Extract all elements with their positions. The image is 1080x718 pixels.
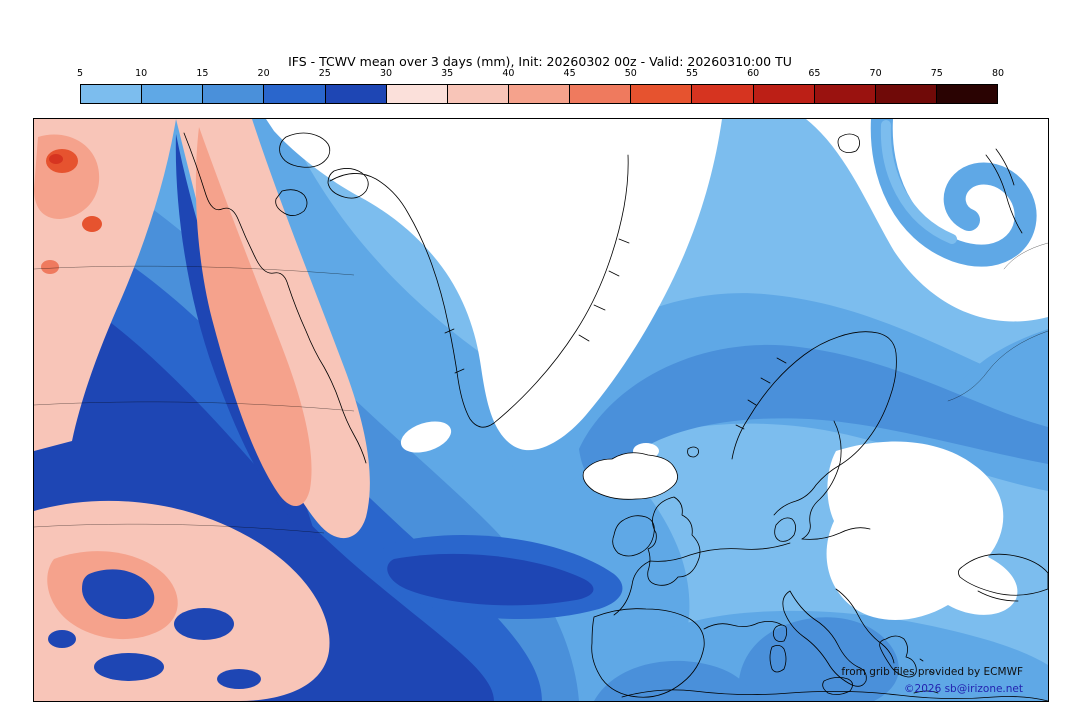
colorbar-segment — [447, 85, 509, 103]
colorbar-tick-label: 20 — [257, 68, 270, 79]
page-title: IFS - TCWV mean over 3 days (mm), Init: … — [288, 54, 792, 69]
colorbar-tick-label: 25 — [318, 68, 331, 79]
colorbar-tick-labels: 5 10 15 20 25 30 35 40 45 50 55 60 65 70 75 80 — [76, 68, 1004, 81]
colorbar-segment — [508, 85, 571, 103]
colorbar — [80, 84, 998, 104]
colorbar-segment — [570, 85, 632, 103]
attribution-copyright: ©2026 sb@irizone.net — [904, 682, 1023, 695]
colorbar-segment — [386, 85, 448, 103]
colorbar-tick-label: 40 — [502, 68, 515, 79]
colorbar-tick-label: 80 — [991, 68, 1005, 79]
colorbar-segment — [875, 85, 937, 103]
colorbar-segment — [325, 85, 387, 103]
high-moisture-pink-zones — [34, 119, 370, 701]
colorbar-tick-label: 60 — [747, 68, 760, 79]
colorbar-tick-label: 10 — [135, 68, 148, 79]
moisture-swirl — [870, 119, 1037, 267]
coastlines — [183, 132, 1048, 701]
colorbar-segment — [936, 85, 998, 103]
colorbar-segment — [631, 85, 693, 103]
colorbar-tick-label: 15 — [196, 68, 209, 79]
colorbar-tick-label: 70 — [869, 68, 882, 79]
colorbar-segment — [142, 85, 204, 103]
colorbar-tick-label: 45 — [563, 68, 576, 79]
colorbar-tick-label: 50 — [624, 68, 637, 79]
colorbar-segment — [814, 85, 876, 103]
attribution-source: from grib files provided by ECMWF — [841, 666, 1023, 679]
colorbar-scale — [80, 84, 998, 104]
arctic-greenland-white — [266, 119, 722, 451]
latitude-lines — [34, 265, 355, 534]
colorbar-tick-label: 75 — [930, 68, 943, 79]
colorbar-tick-label: 30 — [379, 68, 393, 79]
colorbar-segment — [81, 85, 143, 103]
map-frame: from grib files provided by ECMWF ©2026 … — [33, 118, 1049, 702]
weather-map-image — [34, 119, 1048, 701]
colorbar-tick-label: 35 — [441, 68, 454, 79]
colorbar-tick-label: 5 — [76, 68, 84, 79]
colorbar-segment — [753, 85, 815, 103]
east-europe-white — [826, 441, 1018, 620]
colorbar-segment — [264, 85, 326, 103]
swirl-inner-band — [880, 120, 957, 244]
colorbar-tick-label: 65 — [808, 68, 821, 79]
colorbar-segment — [203, 85, 265, 103]
colorbar-segment — [692, 85, 754, 103]
colorbar-tick-label: 55 — [685, 68, 699, 79]
attribution: from grib files provided by ECMWF ©2026 … — [841, 664, 1023, 697]
